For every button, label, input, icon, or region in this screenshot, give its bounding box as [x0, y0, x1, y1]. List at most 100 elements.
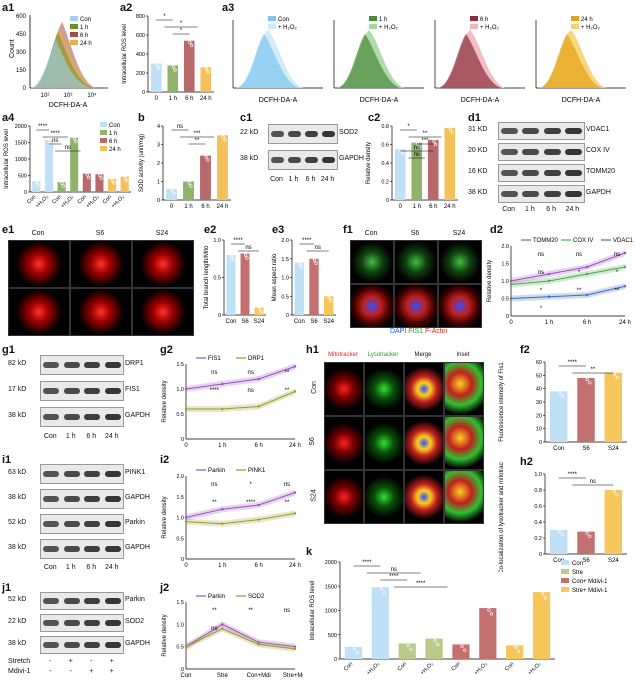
histogram-a	[337, 34, 401, 88]
a1-legend-2: 6 h	[80, 33, 88, 39]
legend-label: + H₂O₂	[581, 25, 601, 31]
data-point	[255, 301, 259, 305]
significance-label: ***	[421, 138, 429, 144]
bar	[183, 181, 194, 200]
panel-label-c1: c1	[240, 112, 253, 124]
data-point	[242, 250, 246, 254]
x-tick-label: +H₂O₂	[85, 194, 100, 209]
row-label: Con	[310, 381, 318, 394]
legend-swatch	[100, 122, 107, 127]
blot-kd-label: 52 kD	[8, 519, 27, 526]
bar	[394, 149, 406, 200]
x-tick-label: +H₂O₂	[420, 661, 435, 676]
data-point	[615, 493, 619, 497]
x-tick-label: 24 h	[619, 320, 631, 326]
panel-label-f1: f1	[343, 224, 353, 236]
data-point	[227, 248, 231, 253]
y-tick-label: 0.5	[213, 276, 221, 282]
blot-band	[104, 388, 121, 394]
treatment-sign: +	[89, 668, 94, 675]
y-tick-label: 10	[536, 427, 542, 433]
x-axis-label: DCFH-DA-A	[562, 97, 601, 104]
data-point	[59, 179, 63, 183]
bar	[254, 307, 264, 315]
panel-label-j2: j2	[160, 582, 170, 594]
data-point	[447, 124, 451, 128]
a1-xtick-1: 10³	[64, 93, 73, 99]
legend-label: 24 h	[109, 147, 121, 153]
data-point	[379, 587, 383, 591]
data-point	[259, 310, 263, 314]
data-point	[201, 149, 205, 153]
blot-band	[84, 362, 101, 368]
blot-band	[43, 414, 60, 420]
panel-label-i1: i1	[2, 454, 12, 466]
microscopy-image	[8, 240, 70, 288]
significance-label: ns	[284, 482, 290, 488]
significance-label: ns	[52, 138, 58, 144]
blot-band	[63, 496, 80, 502]
x-tick-label: Con+Mdi	[247, 673, 271, 679]
blot-band	[43, 546, 60, 552]
data-point	[352, 647, 357, 651]
a1-legend-3: 24 h	[80, 41, 92, 47]
legend-swatch	[369, 24, 377, 29]
data-point	[560, 533, 565, 537]
data-point	[172, 191, 176, 195]
data-point	[170, 188, 174, 192]
data-point	[71, 134, 76, 138]
panel-label-e3: e3	[272, 224, 285, 236]
column-label: Lysotracker	[367, 352, 399, 358]
data-point	[228, 251, 232, 256]
x-tick-label: Con	[51, 194, 62, 205]
data-point	[218, 129, 222, 133]
data-point	[168, 59, 172, 63]
data-point	[484, 604, 488, 608]
blot-band	[104, 642, 121, 648]
y-tick-label: 0	[539, 552, 542, 558]
blot-protein-label: PINK1	[125, 469, 146, 476]
microscopy-e1: Con S6 S24	[8, 230, 198, 336]
panel-label-h1: h1	[306, 344, 319, 356]
significance-label: **	[615, 288, 620, 294]
series-point	[547, 272, 551, 276]
data-point	[110, 178, 115, 182]
blot-band	[84, 521, 101, 527]
data-point	[223, 138, 227, 142]
bar	[309, 258, 319, 315]
y-tick-label: 0.5	[281, 294, 289, 300]
data-point	[229, 254, 234, 259]
series-point	[221, 623, 224, 626]
data-point	[516, 649, 521, 653]
y-axis-label: Relative density	[162, 614, 168, 656]
significance-label: ns	[65, 145, 71, 151]
data-point	[123, 176, 127, 180]
y-axis-label: Relative density	[366, 142, 372, 184]
significance-label: ****	[38, 124, 48, 130]
data-point	[543, 596, 547, 600]
data-point	[409, 647, 413, 651]
series-point	[184, 645, 188, 648]
y-tick-label: 1500	[15, 141, 27, 147]
blot-band	[522, 170, 540, 176]
bar	[226, 255, 236, 315]
y-tick-label: 2000	[325, 560, 337, 566]
series-point	[293, 645, 297, 648]
blot-band	[522, 191, 540, 197]
y-tick-label: 0.6	[381, 143, 389, 149]
bar	[183, 40, 195, 92]
y-tick-label: 0.5	[176, 536, 184, 542]
significance-label: ns	[245, 245, 251, 251]
y-tick-label: 1.5	[281, 257, 289, 263]
legend-swatch	[561, 560, 569, 565]
data-point	[585, 378, 589, 382]
blot-strip	[498, 185, 585, 203]
data-point	[46, 136, 50, 141]
significance-label: ****	[210, 388, 220, 394]
blot-kd-label: 38 KD	[468, 189, 488, 196]
data-point	[171, 65, 176, 69]
microscopy-image	[394, 284, 438, 328]
bar	[217, 135, 228, 200]
blot-protein-label: TOMM20	[586, 168, 616, 175]
x-tick-label: +H₂O₂	[110, 194, 125, 209]
